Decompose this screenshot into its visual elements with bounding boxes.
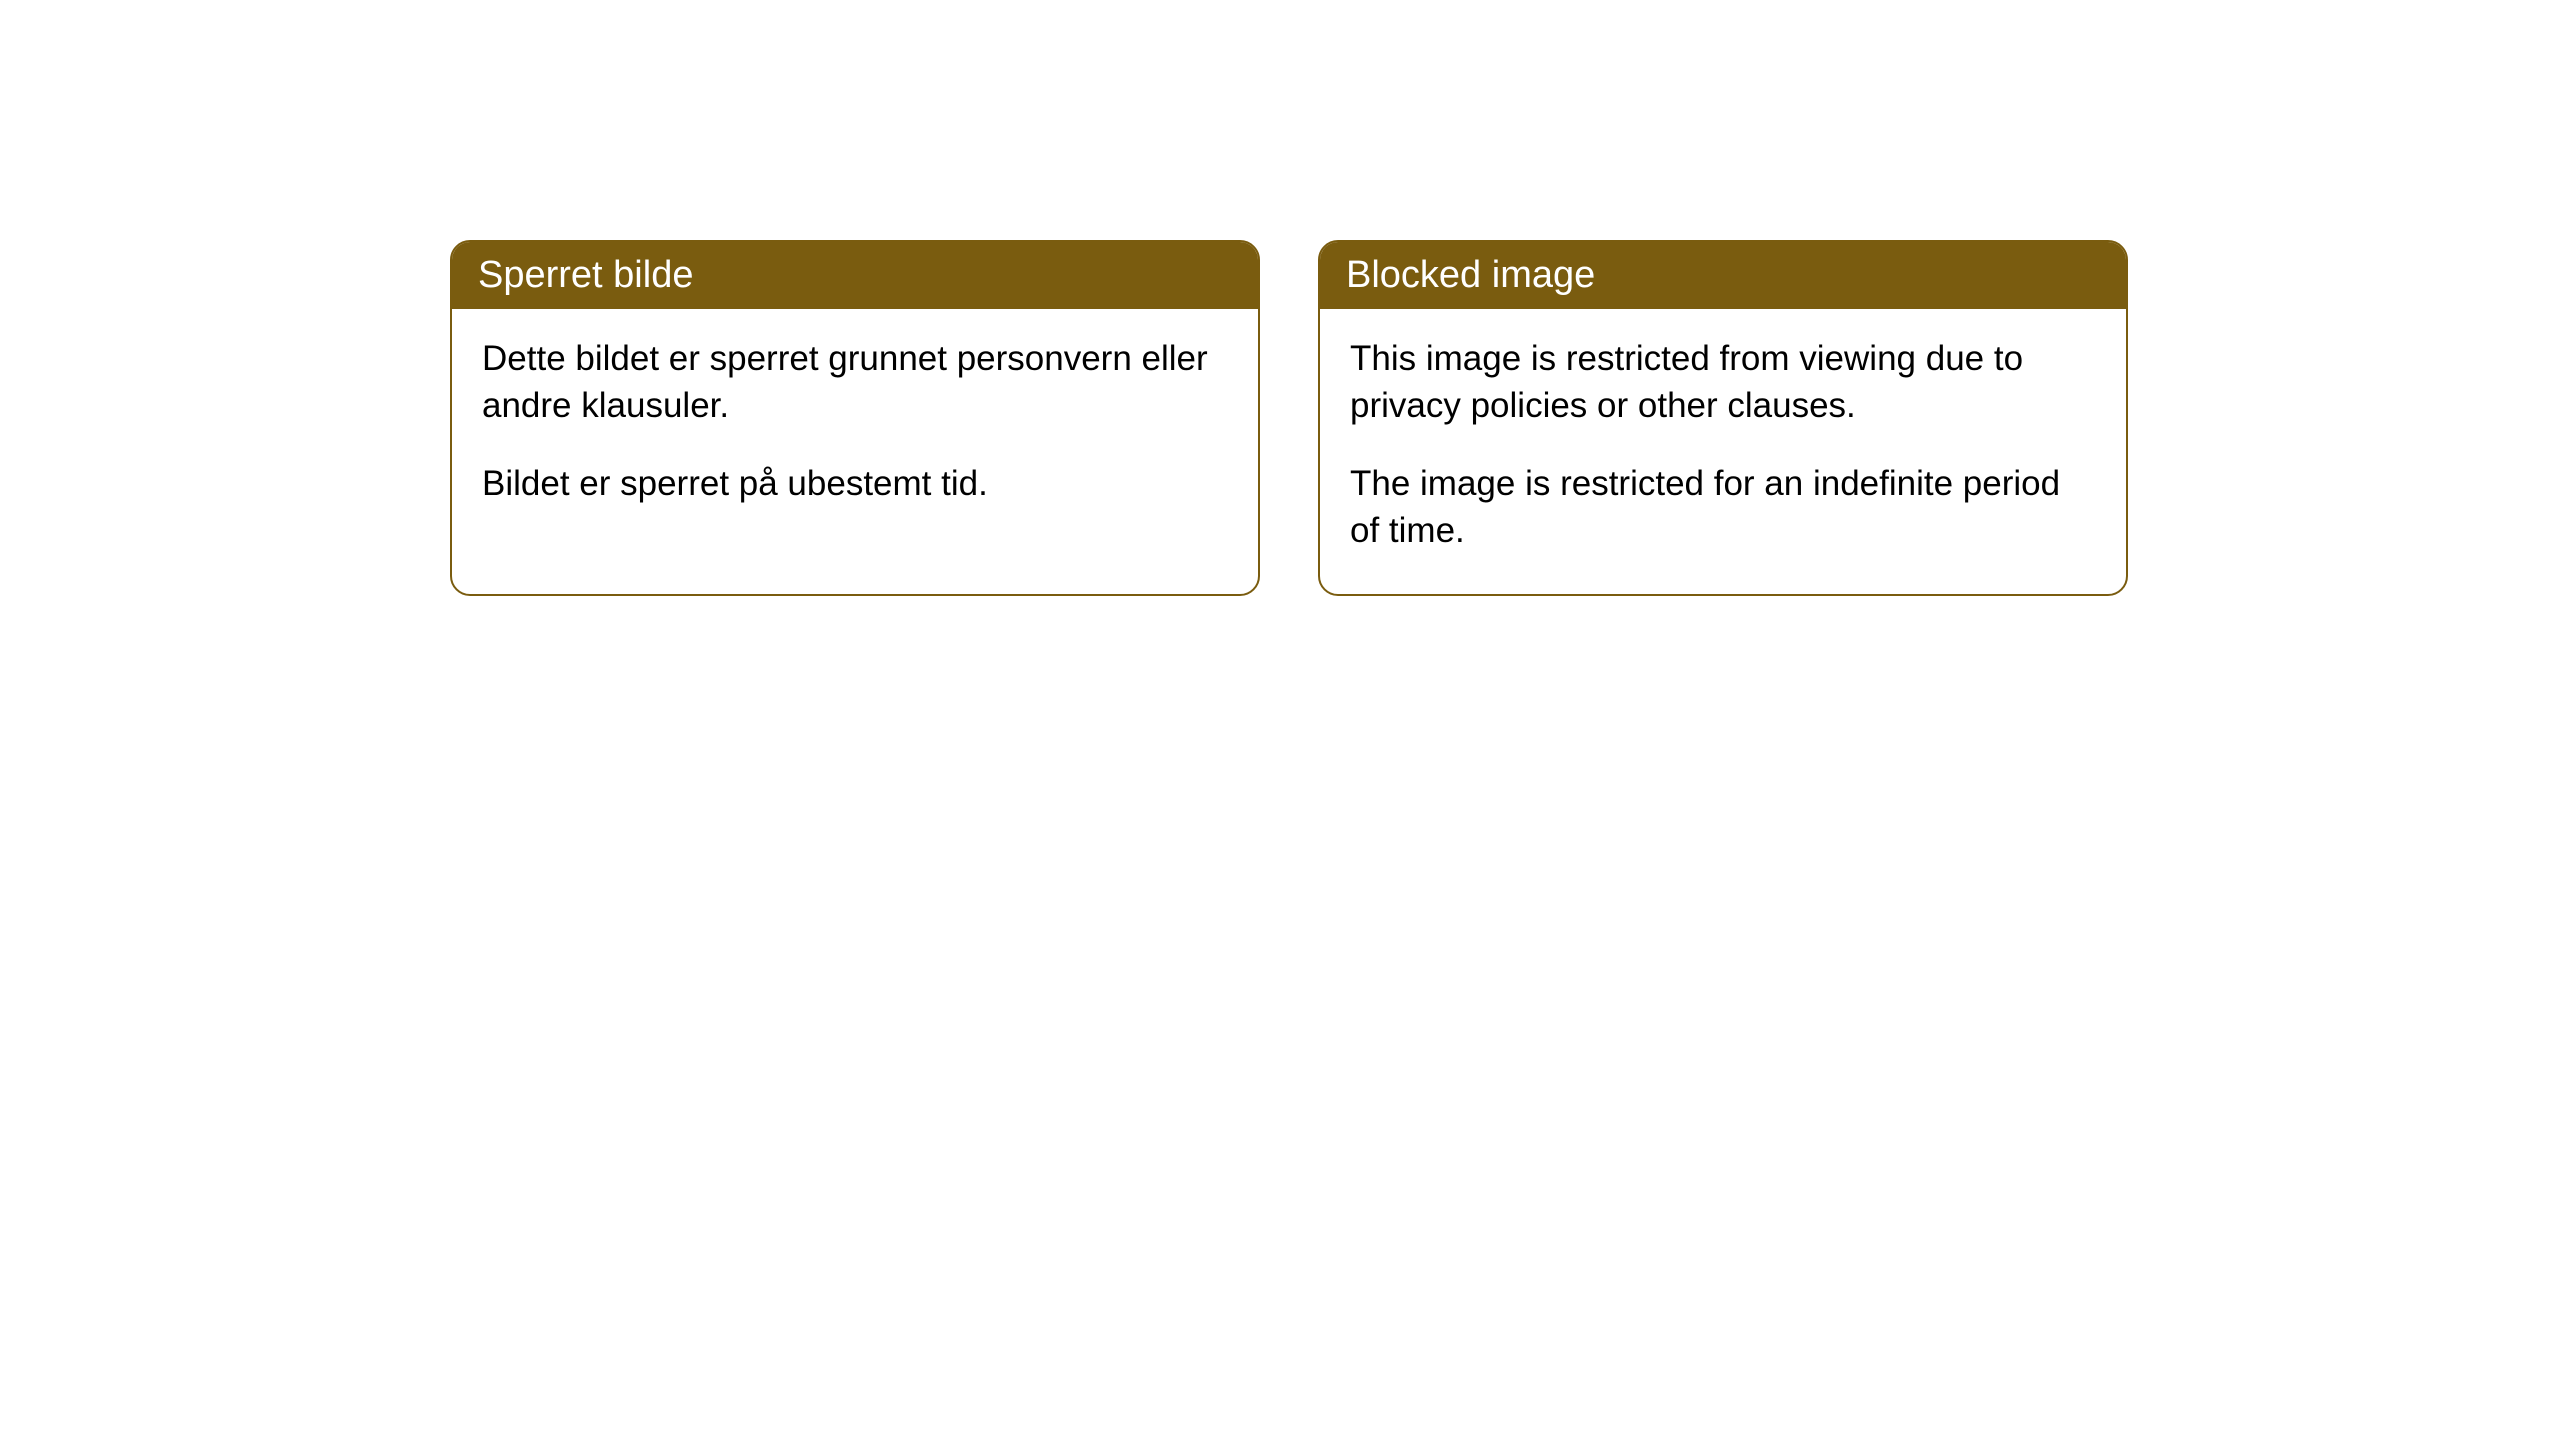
notice-card-body: This image is restricted from viewing du… <box>1320 309 2126 594</box>
notice-card-norwegian: Sperret bilde Dette bildet er sperret gr… <box>450 240 1260 596</box>
notice-text-line: Bildet er sperret på ubestemt tid. <box>482 460 1228 507</box>
notice-text-line: The image is restricted for an indefinit… <box>1350 460 2096 555</box>
notice-card-body: Dette bildet er sperret grunnet personve… <box>452 309 1258 547</box>
notice-cards-container: Sperret bilde Dette bildet er sperret gr… <box>450 240 2128 596</box>
notice-card-title: Blocked image <box>1320 242 2126 309</box>
notice-card-english: Blocked image This image is restricted f… <box>1318 240 2128 596</box>
notice-text-line: This image is restricted from viewing du… <box>1350 335 2096 430</box>
notice-text-line: Dette bildet er sperret grunnet personve… <box>482 335 1228 430</box>
notice-card-title: Sperret bilde <box>452 242 1258 309</box>
